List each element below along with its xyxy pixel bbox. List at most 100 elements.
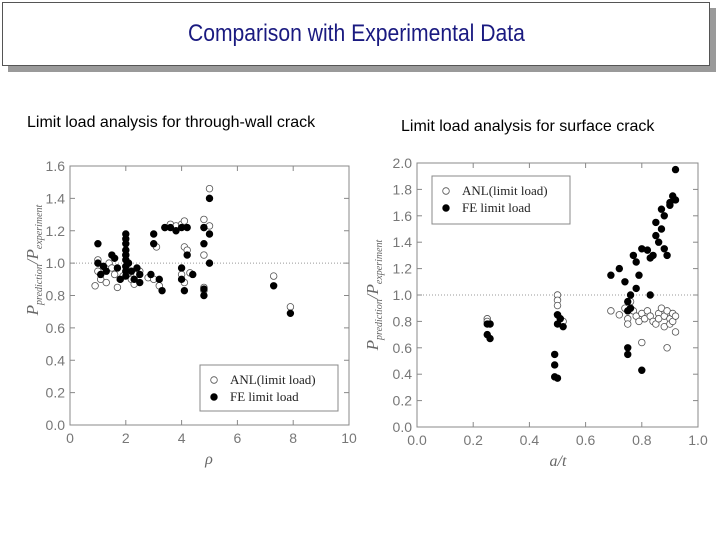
y-tick-label: 0.0	[393, 419, 413, 435]
fe-point	[172, 227, 180, 235]
fe-point	[136, 270, 144, 279]
fe-point	[635, 271, 643, 279]
y-tick-label: 0.6	[393, 340, 413, 356]
fe-point	[127, 267, 136, 275]
x-tick-label: 10	[341, 430, 357, 446]
fe-point	[486, 320, 494, 328]
fe-point	[643, 246, 652, 254]
fe-point	[671, 165, 680, 174]
legend-box	[199, 364, 339, 412]
legend-label: ANL(limit load)	[462, 183, 548, 198]
y-tick-label: 0.6	[46, 320, 66, 336]
x-tick-label: 0.6	[576, 432, 596, 448]
legend-label: ANL(limit load)	[230, 372, 316, 387]
fe-point	[626, 304, 635, 312]
anl-point	[180, 217, 189, 225]
y-axis-label: Pprediction/Pexperiment	[23, 204, 45, 316]
fe-point	[183, 251, 191, 259]
y-tick-label: 0.2	[46, 385, 66, 401]
fe-point	[158, 286, 166, 295]
fe-point	[621, 278, 629, 286]
x-tick-label: 1.0	[688, 432, 708, 448]
fe-point	[269, 282, 278, 290]
fe-point	[626, 291, 635, 299]
y-tick-label: 1.0	[393, 287, 413, 303]
y-tick-label: 2.0	[393, 155, 413, 171]
fe-point	[553, 311, 562, 319]
fe-point	[624, 350, 632, 359]
fe-point	[607, 271, 615, 279]
x-axis-label: a/t	[550, 453, 567, 470]
fe-point	[116, 275, 124, 284]
fe-point	[205, 194, 214, 203]
fe-point	[130, 275, 138, 284]
y-tick-label: 1.8	[393, 181, 413, 197]
fe-point	[94, 239, 102, 248]
fe-point	[632, 284, 640, 293]
fe-point	[200, 239, 208, 248]
x-tick-label: 0	[66, 430, 74, 446]
y-tick-label: 0.8	[46, 288, 66, 304]
y-tick-label: 1.2	[46, 223, 66, 239]
fe-point	[200, 223, 208, 232]
fe-point	[200, 285, 208, 293]
y-tick-label: 0.8	[393, 313, 413, 329]
fe-point	[559, 322, 567, 331]
fe-point	[671, 196, 680, 204]
fe-point	[652, 218, 660, 227]
fe-point	[136, 278, 144, 287]
fe-point	[550, 361, 559, 369]
fe-point	[122, 272, 130, 280]
fe-point	[615, 264, 624, 273]
anl-point	[671, 312, 680, 320]
x-tick-label: 8	[289, 430, 297, 446]
fe-point	[110, 254, 119, 262]
fe-point	[638, 366, 646, 374]
x-tick-label: 4	[178, 430, 186, 446]
anl-point	[113, 283, 122, 292]
y-tick-label: 1.6	[46, 158, 66, 174]
anl-point	[663, 344, 671, 352]
fe-point	[133, 264, 141, 272]
y-tick-label: 1.0	[46, 255, 66, 271]
fe-point	[632, 258, 640, 266]
fe-point	[629, 251, 638, 260]
fe-point	[189, 270, 197, 279]
fe-point	[113, 264, 122, 272]
y-tick-label: 1.4	[46, 190, 66, 206]
fe-point	[183, 223, 191, 232]
fe-point	[654, 238, 663, 246]
fe-point	[149, 230, 158, 238]
y-tick-label: 0.4	[393, 366, 413, 382]
right-chart: 0.0 0.2 0.4 0.6 0.8 1.0 1.2 1.4 1.6 1.8 2.0 0.0 0.2 0…	[363, 155, 708, 470]
anl-point	[200, 251, 208, 259]
anl-point	[286, 303, 295, 311]
fe-point	[177, 275, 186, 284]
y-tick-label: 1.2	[393, 261, 413, 277]
right-panel-label: Limit load analysis for surface crack	[401, 118, 655, 135]
fe-point	[553, 374, 562, 382]
fe-point	[96, 270, 105, 279]
left-chart: 0.0 0.2 0.4 0.6 0.8 1.0 1.2 1.4 1.6 0 2 4 6 8 10 ρ Ppred…	[23, 158, 357, 468]
fe-point	[122, 239, 130, 248]
fe-point	[660, 245, 668, 253]
anl-point	[624, 320, 632, 328]
fe-point	[205, 259, 214, 267]
fe-point	[286, 309, 295, 318]
anl-point	[553, 301, 562, 310]
legend-marker	[442, 204, 450, 212]
anl-point	[102, 278, 110, 287]
y-axis-label: Pprediction/Pexperiment	[363, 239, 385, 351]
fe-point	[205, 230, 214, 238]
x-tick-label: 0.4	[520, 432, 540, 448]
fe-point	[149, 239, 158, 248]
fe-point	[657, 205, 666, 213]
anl-point	[671, 328, 680, 336]
fe-point	[102, 267, 110, 275]
left-panel-label: Limit load analysis for through-wall cra…	[27, 114, 316, 131]
x-tick-label: 6	[234, 430, 242, 446]
y-tick-label: 1.6	[393, 208, 413, 224]
x-tick-label: 0.0	[407, 432, 427, 448]
fe-point	[180, 286, 189, 295]
